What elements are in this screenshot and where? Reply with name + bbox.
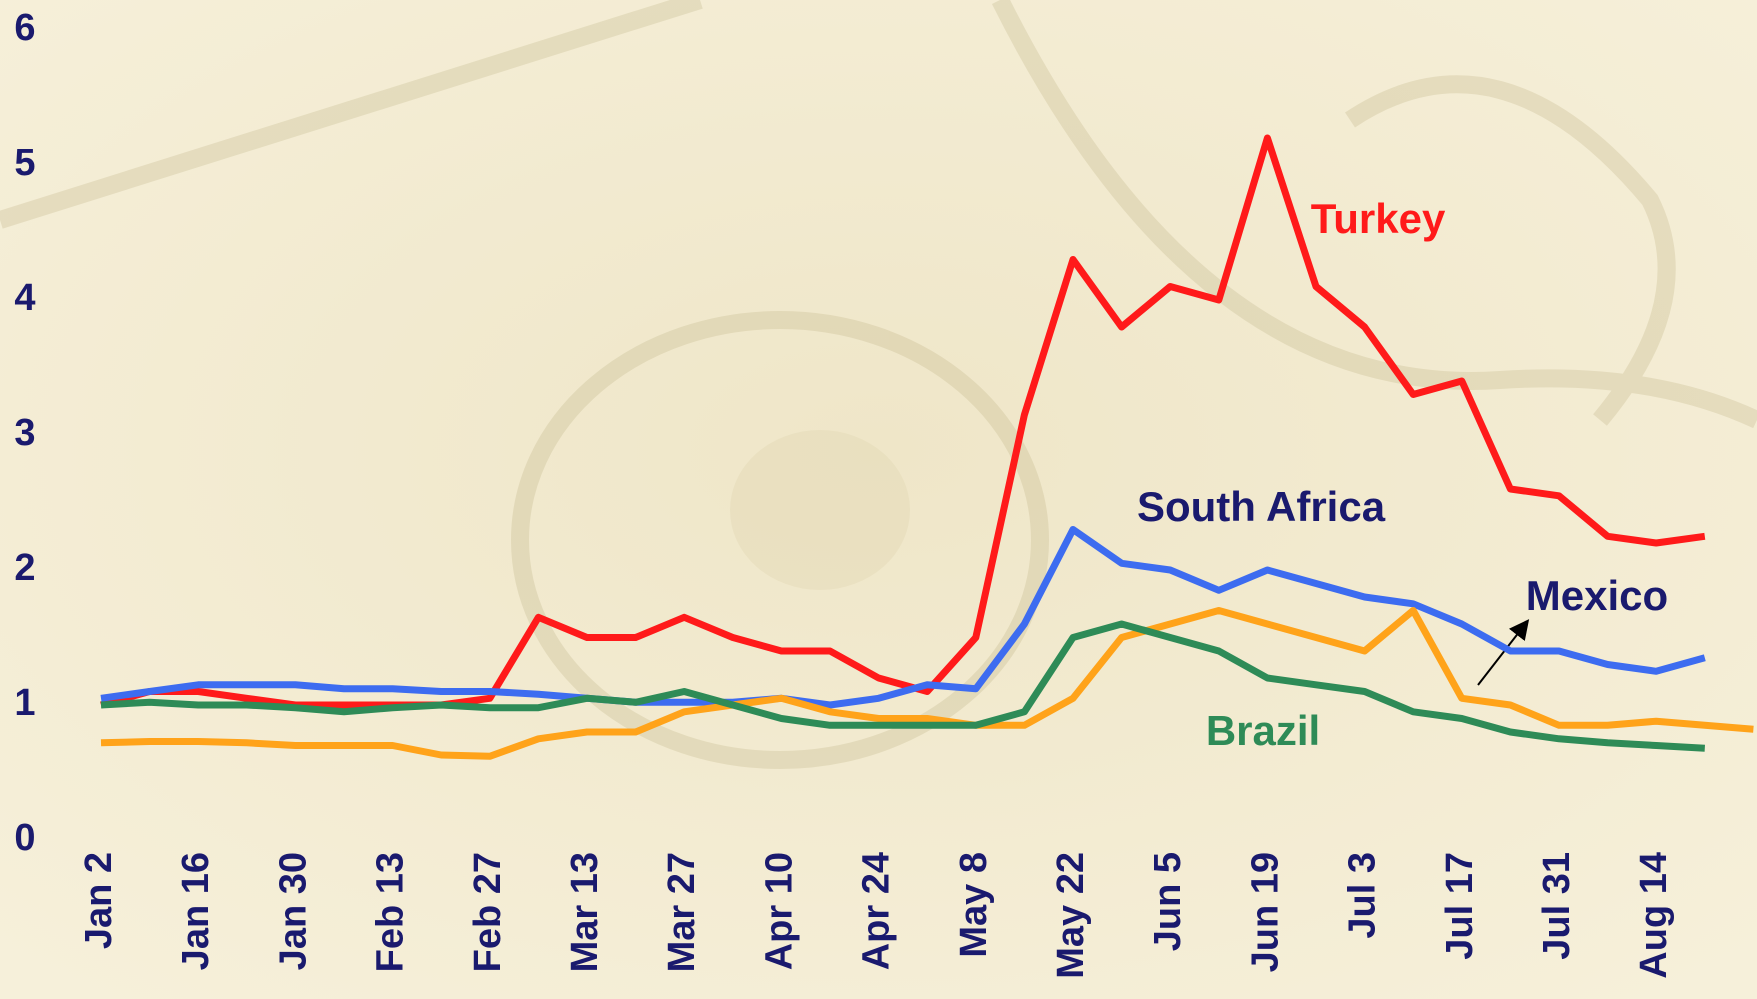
- series-label: South Africa: [1137, 483, 1386, 530]
- y-tick-label: 0: [14, 817, 35, 859]
- x-tick-label: Feb 27: [467, 852, 509, 972]
- chart: 0 1 2 3 4 5 6 Jan 2 Jan 16 Jan 30 Feb 13 Feb 27 Mar …: [0, 0, 1757, 999]
- y-tick-label: 3: [14, 412, 35, 454]
- x-tick-label: May 22: [1050, 852, 1092, 979]
- x-tick-label: Feb 13: [370, 852, 412, 972]
- x-tick-label: Jan 30: [272, 852, 314, 970]
- series-label: Brazil: [1206, 707, 1320, 754]
- x-tick-label: Mar 27: [661, 852, 703, 972]
- y-tick-label: 5: [14, 142, 35, 184]
- y-tick-label: 4: [14, 277, 35, 319]
- series-label: Mexico: [1526, 572, 1668, 619]
- x-tick-label: Apr 24: [856, 852, 898, 970]
- x-tick-label: Jul 3: [1342, 852, 1384, 939]
- x-tick-label: Jul 17: [1439, 852, 1481, 960]
- x-tick-label: Jun 19: [1244, 852, 1286, 972]
- x-tick-label: Jun 5: [1147, 852, 1189, 951]
- x-tick-label: Apr 10: [758, 852, 800, 970]
- x-tick-label: Jan 2: [78, 852, 120, 949]
- x-tick-label: Aug 14: [1633, 852, 1675, 979]
- y-tick-label: 1: [14, 682, 35, 724]
- series-label: Turkey: [1311, 195, 1446, 242]
- page: {"chart_data": {"type": "line", "x": ["J…: [0, 0, 1757, 999]
- x-tick-label: May 8: [953, 852, 995, 958]
- x-tick-label: Jul 31: [1536, 852, 1578, 960]
- y-tick-label: 2: [14, 547, 35, 589]
- x-tick-label: Mar 13: [564, 852, 606, 972]
- y-tick-label: 6: [14, 7, 35, 49]
- x-tick-label: Jan 16: [175, 852, 217, 970]
